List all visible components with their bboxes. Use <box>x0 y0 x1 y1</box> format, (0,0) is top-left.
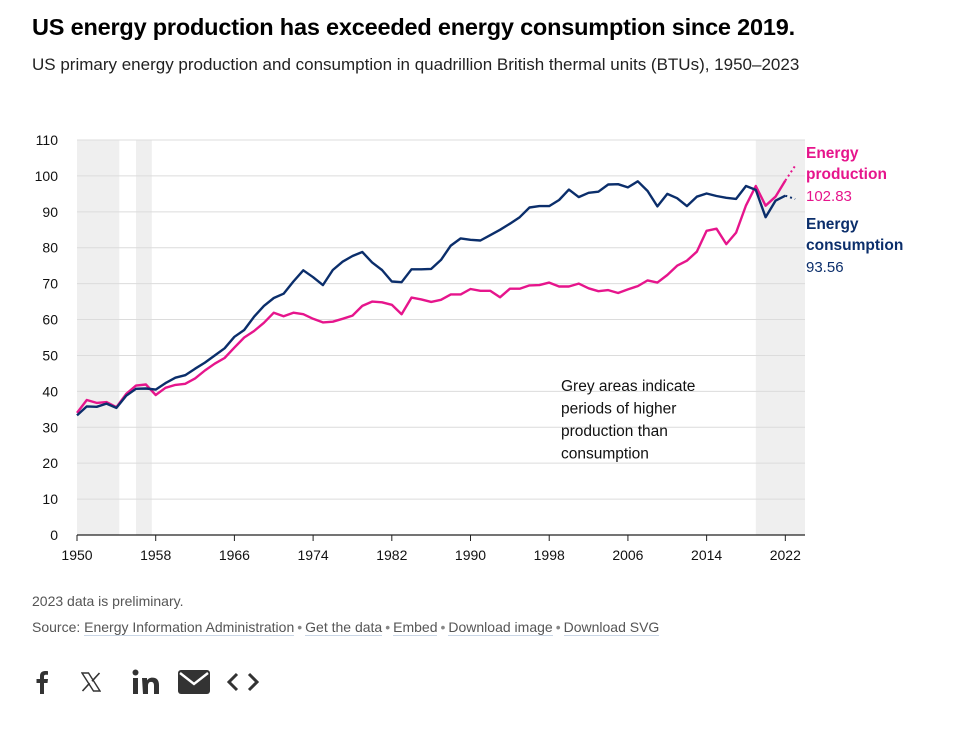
x-tick-label: 2014 <box>691 547 722 563</box>
y-axis-ticks: 0 10 20 30 40 50 60 70 80 90 100 110 <box>35 132 59 543</box>
download-svg-link[interactable]: Download SVG <box>563 619 660 636</box>
preliminary-note: 2023 data is preliminary. <box>32 593 184 609</box>
annotation-line: production than <box>561 423 668 440</box>
download-image-link[interactable]: Download image <box>448 619 553 636</box>
y-tick-label: 100 <box>35 168 59 184</box>
separator: • <box>385 619 391 635</box>
y-tick-label: 0 <box>50 527 58 543</box>
x-axis-ticks: 1950 1958 1966 1974 1982 1990 1998 2006 2014 2022 <box>61 535 801 563</box>
y-tick-label: 50 <box>42 347 58 363</box>
y-tick-label: 90 <box>42 204 58 220</box>
x-tick-label: 1958 <box>140 547 171 563</box>
linkedin-icon[interactable] <box>131 662 163 702</box>
series-last-value: 102.83 <box>806 188 852 205</box>
gridlines <box>77 139 805 536</box>
annotation-line: consumption <box>561 446 649 463</box>
x-tick-label: 2006 <box>612 547 643 563</box>
series-labels: Energy production 102.83 Energy consumption 9… <box>806 145 903 276</box>
x-tick-label: 2022 <box>770 547 801 563</box>
source-prefix: Source: <box>32 619 81 635</box>
series-label: Energy <box>806 216 859 233</box>
series-label: consumption <box>806 237 903 254</box>
series-label: Energy <box>806 145 859 162</box>
series-label: production <box>806 166 887 183</box>
source-link-eia[interactable]: Energy Information Administration <box>84 619 295 636</box>
source-line: Source: Energy Information Administratio… <box>32 619 660 636</box>
y-tick-label: 10 <box>42 491 58 507</box>
x-tick-label: 1982 <box>376 547 407 563</box>
chart-subtitle: US primary energy production and consump… <box>32 55 800 74</box>
x-tick-label: 1974 <box>298 547 329 563</box>
chart-title: US energy production has exceeded energy… <box>32 14 795 40</box>
annotation-line: Grey areas indicate <box>561 378 695 395</box>
annotation: Grey areas indicate periods of higher prod… <box>561 378 695 463</box>
shaded-period <box>136 140 152 535</box>
separator: • <box>555 619 561 635</box>
get-data-link[interactable]: Get the data <box>305 619 383 636</box>
facebook-icon[interactable] <box>30 662 54 702</box>
x-tick-label: 1998 <box>534 547 565 563</box>
x-tick-label: 1950 <box>61 547 92 563</box>
x-icon[interactable] <box>79 662 103 702</box>
shaded-periods <box>77 140 805 535</box>
email-icon[interactable] <box>176 662 212 702</box>
preliminary-segment <box>784 194 796 200</box>
series-lines <box>76 165 796 417</box>
separator: • <box>297 619 303 635</box>
x-tick-label: 1966 <box>219 547 250 563</box>
y-tick-label: 80 <box>42 240 58 256</box>
series-last-value: 93.56 <box>806 259 844 276</box>
y-tick-label: 60 <box>42 312 58 328</box>
y-tick-label: 30 <box>42 419 58 435</box>
series-line-production <box>76 179 787 414</box>
shaded-period <box>77 140 120 535</box>
shaded-period <box>755 140 805 535</box>
x-tick-label: 1990 <box>455 547 486 563</box>
series-line-consumption <box>76 180 786 417</box>
separator: • <box>440 619 446 635</box>
embed-code-icon[interactable] <box>226 662 260 702</box>
y-tick-label: 110 <box>36 132 59 148</box>
y-tick-label: 40 <box>42 383 58 399</box>
y-tick-label: 70 <box>42 276 58 292</box>
y-tick-label: 20 <box>42 455 58 471</box>
annotation-line: periods of higher <box>561 401 676 418</box>
embed-link[interactable]: Embed <box>393 619 438 636</box>
